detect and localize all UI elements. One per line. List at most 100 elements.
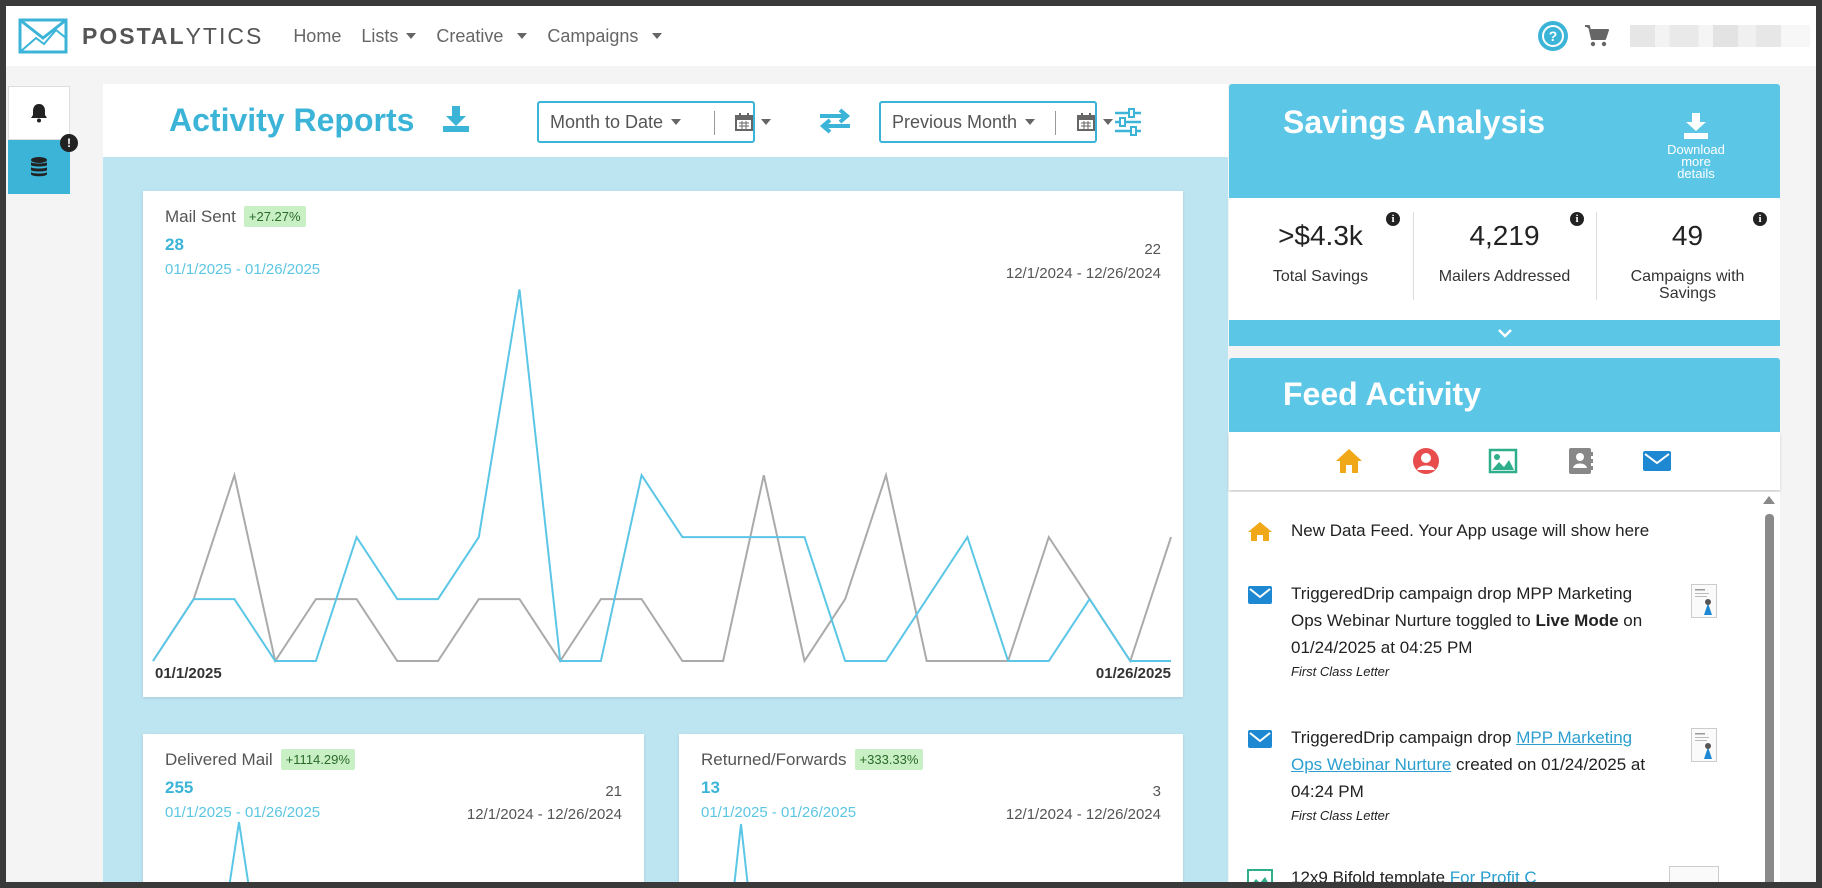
letter-thumbnail[interactable]: [1691, 584, 1717, 618]
caret-down-icon: [1025, 119, 1036, 125]
data-feed-button[interactable]: [8, 140, 70, 194]
feed-text-bold: Live Mode: [1535, 611, 1619, 630]
letter-thumbnail-image: [1695, 589, 1712, 615]
chevron-down-icon: [1497, 329, 1512, 338]
feed-text-part: on 01/24/2025 at 04:25 PM: [1291, 611, 1643, 657]
feed-filter-tabs: [1229, 432, 1780, 490]
image-icon[interactable]: [1488, 446, 1518, 476]
alert-badge: !: [60, 134, 78, 152]
letter-thumbnail-image: [1695, 733, 1712, 759]
download-details-button[interactable]: Download more details: [1664, 112, 1728, 180]
divider: [1596, 212, 1597, 300]
previous-range-dropdown[interactable]: Previous Month: [881, 112, 1036, 133]
current-range-select[interactable]: Month to Date: [537, 101, 771, 143]
app-window: POSTALYTICS Home Lists Creative Campaign…: [6, 6, 1816, 882]
previous-value: 21: [605, 783, 622, 800]
savings-header: Savings Analysis Download more details: [1229, 84, 1780, 198]
letter-thumbnail[interactable]: [1691, 728, 1717, 762]
series-previous-line: [152, 471, 1172, 664]
envelope-icon[interactable]: [1642, 446, 1672, 476]
caret-down-icon: [1103, 119, 1113, 125]
nav-right: ?: [1538, 6, 1816, 66]
template-link[interactable]: For Profit C: [1449, 868, 1537, 882]
feed-scrollbar-thumb[interactable]: [1765, 514, 1774, 882]
change-badge: +1114.29%: [280, 749, 355, 770]
calendar-icon: [1077, 113, 1095, 131]
caret-down-icon: [652, 33, 663, 39]
top-nav: POSTALYTICS Home Lists Creative Campaign…: [6, 6, 1816, 66]
nav-campaigns[interactable]: Campaigns: [547, 25, 663, 47]
notifications-button[interactable]: [8, 86, 70, 140]
user-menu[interactable]: [1630, 25, 1810, 47]
calendar-button[interactable]: [1077, 113, 1113, 131]
filter-sliders-icon[interactable]: [1113, 108, 1143, 136]
feed-list: New Data Feed. Your App usage will show …: [1229, 492, 1780, 882]
calendar-button[interactable]: [735, 113, 771, 131]
help-button[interactable]: ?: [1538, 21, 1568, 51]
previous-range: 12/1/2024 - 12/26/2024: [1005, 806, 1161, 823]
x-axis-start-label: 01/1/2025: [155, 665, 222, 682]
change-badge: +333.33%: [854, 749, 924, 770]
nav-lists[interactable]: Lists: [361, 26, 417, 47]
nav-campaigns-label: Campaigns: [547, 25, 639, 46]
download-icon: [1684, 113, 1708, 139]
scroll-up-arrow-icon[interactable]: [1763, 496, 1775, 504]
mail-sent-chart: [152, 289, 1172, 664]
feed-text-part: TriggeredDrip campaign drop: [1291, 728, 1517, 747]
campaign-link[interactable]: MPP Marketing Ops Webinar Nurture: [1291, 728, 1633, 774]
info-icon[interactable]: i: [1570, 212, 1584, 226]
feed-item-subtitle: First Class Letter: [1291, 664, 1390, 679]
nav-home-label: Home: [293, 25, 342, 46]
card-title: Returned/Forwards: [701, 749, 847, 769]
contacts-icon[interactable]: [1565, 446, 1595, 476]
savings-title: Savings Analysis: [1283, 104, 1546, 140]
current-range-dropdown[interactable]: Month to Date: [539, 111, 682, 133]
activity-header: Activity Reports Month to Date: [103, 84, 1228, 157]
current-range: 01/1/2025 - 01/26/2025: [165, 804, 321, 821]
card-title-row: Returned/Forwards +333.33%: [701, 749, 924, 770]
caret-down-icon: [406, 33, 417, 39]
info-icon[interactable]: i: [1753, 212, 1767, 226]
x-axis-end-label: 01/26/2025: [1095, 665, 1171, 682]
stat-value: 4,219: [1469, 220, 1540, 251]
series-current-line: [152, 289, 1171, 662]
template-thumbnail[interactable]: [1669, 866, 1719, 882]
home-icon[interactable]: [1334, 446, 1364, 476]
delivered-mail-card: Delivered Mail +1114.29% 255 01/1/2025 -…: [143, 734, 644, 882]
expand-savings-button[interactable]: [1229, 320, 1780, 346]
activity-reports-panel: Activity Reports Month to Date: [103, 84, 1228, 882]
feed-title: Feed Activity: [1283, 376, 1481, 412]
download-icon[interactable]: [441, 104, 471, 134]
bell-icon: [31, 104, 47, 123]
question-circle-icon: ?: [1542, 25, 1564, 47]
nav-creative-label: Creative: [436, 25, 504, 46]
previous-range-select[interactable]: Previous Month: [879, 101, 1113, 143]
feed-item-text: TriggeredDrip campaign drop MPP Marketin…: [1291, 724, 1661, 805]
caret-down-icon: [671, 119, 682, 125]
current-range-label: Month to Date: [550, 111, 664, 132]
caret-down-icon: [761, 119, 771, 125]
card-title-row: Delivered Mail +1114.29%: [165, 749, 355, 770]
swap-arrows-icon[interactable]: [818, 108, 852, 134]
nav-links: Home Lists Creative Campaigns: [293, 25, 663, 47]
current-value: 28: [165, 235, 184, 254]
savings-analysis-panel: Savings Analysis Download more details >…: [1229, 84, 1780, 346]
envelope-logo-icon: [18, 18, 68, 54]
cart-icon[interactable]: [1584, 24, 1610, 48]
current-value: 255: [165, 778, 194, 797]
nav-home[interactable]: Home: [293, 26, 341, 47]
divider: [714, 111, 715, 135]
feed-item-subtitle: First Class Letter: [1291, 808, 1390, 823]
user-icon[interactable]: [1411, 446, 1441, 476]
nav-creative[interactable]: Creative: [436, 25, 528, 47]
brand-logo[interactable]: POSTALYTICS: [18, 18, 263, 54]
previous-value: 22: [1144, 241, 1161, 258]
caret-down-icon: [517, 33, 528, 39]
stat-value: 49: [1671, 220, 1704, 251]
current-value: 13: [701, 778, 720, 797]
feed-header: Feed Activity: [1229, 358, 1780, 432]
card-title: Delivered Mail: [165, 749, 273, 769]
info-icon[interactable]: i: [1386, 212, 1400, 226]
previous-range: 12/1/2024 - 12/26/2024: [466, 806, 622, 823]
current-range: 01/1/2025 - 01/26/2025: [165, 261, 321, 278]
